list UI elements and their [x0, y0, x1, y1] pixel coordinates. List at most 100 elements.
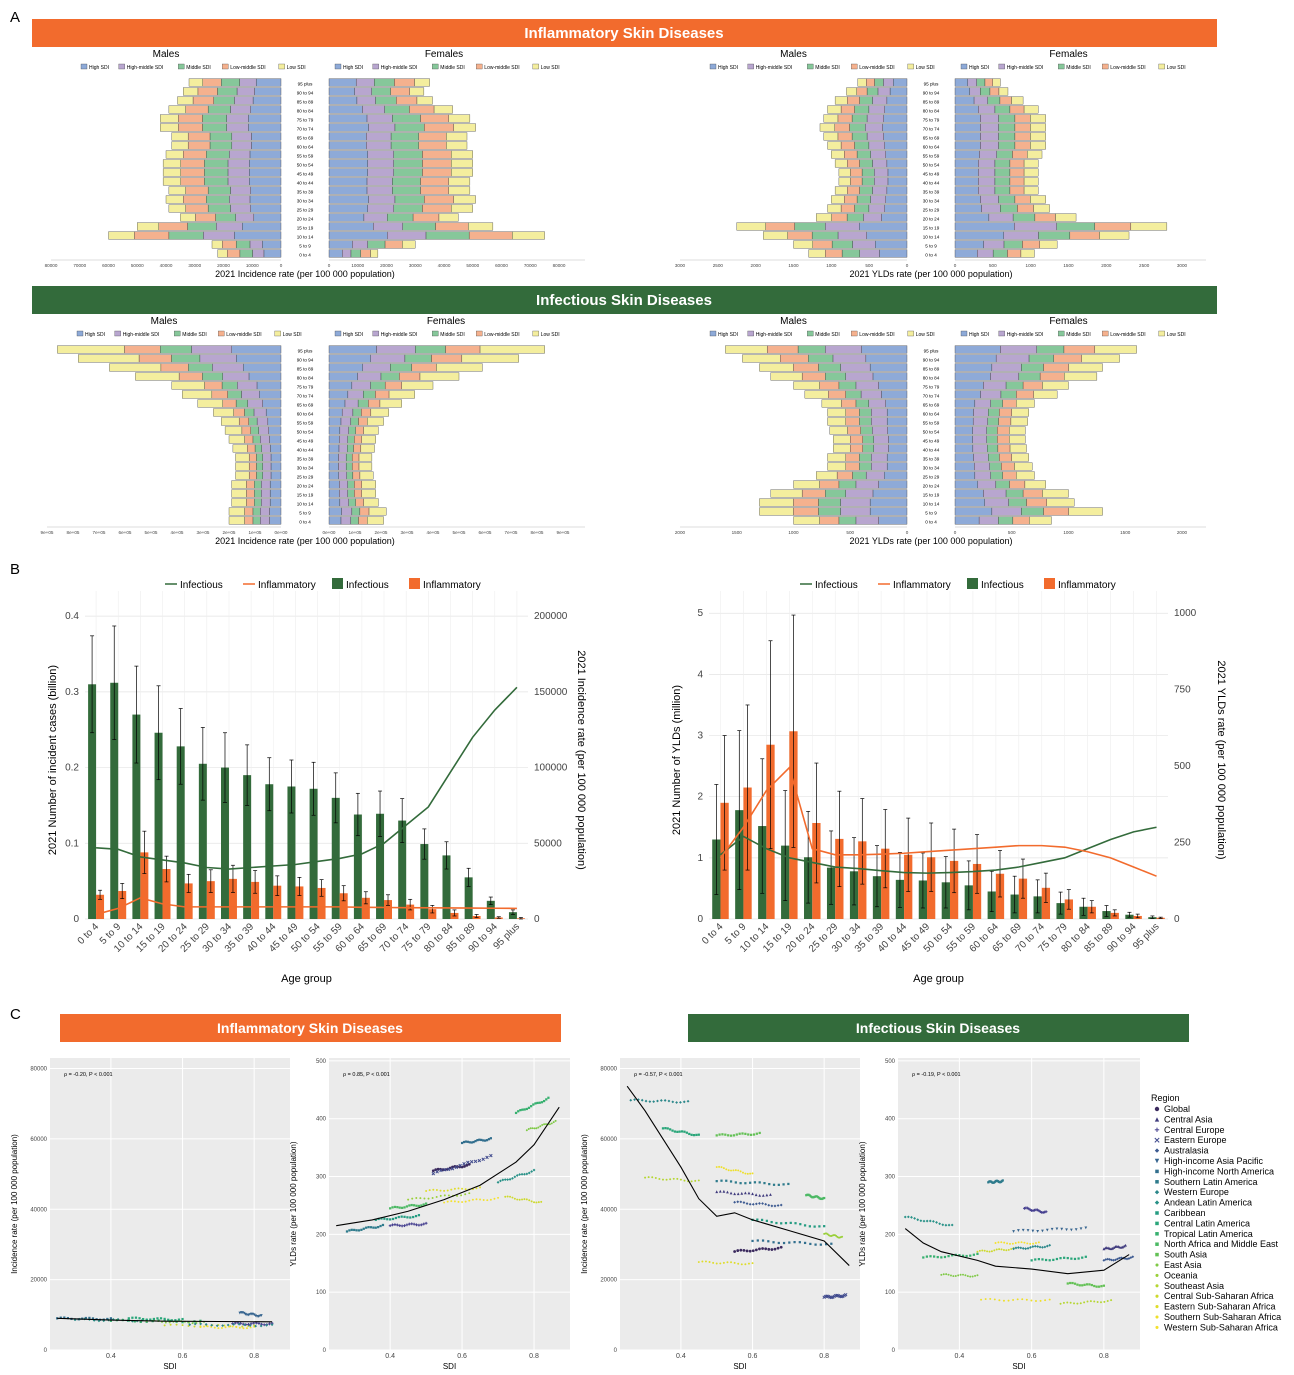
- pyramid-bar-segment: [1039, 240, 1058, 249]
- pyramid-bar-segment: [893, 78, 908, 87]
- pyramid-bar-segment: [1055, 213, 1077, 222]
- region-marker: [903, 1215, 907, 1219]
- region-marker: [959, 1273, 962, 1276]
- pyramid-bar-segment: [202, 372, 223, 381]
- pyramid-bar-segment: [855, 516, 879, 525]
- pyramid-bar-segment: [823, 132, 839, 141]
- pyramid-bar-segment: [881, 390, 908, 399]
- pyramid-bar-segment: [328, 168, 368, 177]
- y-axis-title: 2021 Number of incident cases (billion): [47, 665, 59, 855]
- pyramid-bar-segment: [185, 204, 209, 213]
- pyramid-bar-segment: [363, 498, 379, 507]
- region-marker: [1007, 1248, 1010, 1251]
- y-tick-label: 80000: [30, 1067, 47, 1073]
- pyramid-bar-segment: [328, 345, 377, 354]
- pyramid-bar-segment: [973, 453, 989, 462]
- pyramid-bar-segment: [328, 231, 388, 240]
- pyramid-bar-segment: [168, 231, 204, 240]
- region-marker: [747, 1133, 750, 1136]
- y-axis-title: Incidence rate (per 100 000 population): [580, 1134, 589, 1274]
- pyramid-bar-segment: [1046, 498, 1075, 507]
- pyramid-bar-segment: [980, 390, 1002, 399]
- pyramid-bar-segment: [1005, 381, 1024, 390]
- legend-swatch-infectious: [332, 578, 343, 589]
- pyramid-bar-segment: [819, 381, 840, 390]
- bar-inflammatory: [118, 890, 127, 919]
- region-marker: [1096, 1301, 1099, 1304]
- region-marker: [1069, 1281, 1072, 1285]
- pyramid-bar-segment: [227, 390, 242, 399]
- sdi-legend-label: Middle SDI: [186, 65, 210, 71]
- region-marker: [1110, 1299, 1113, 1302]
- pyramid-age-label: 5 to 9: [299, 510, 311, 515]
- region-marker: [174, 1319, 177, 1322]
- region-marker: [1062, 1301, 1065, 1304]
- pyramid-bar-segment: [996, 150, 1013, 159]
- pyramid-bar-segment: [371, 87, 391, 96]
- pyramid-bar-segment: [852, 240, 876, 249]
- pyramid-bar-segment: [1026, 498, 1047, 507]
- pyramid-bar-segment: [1042, 381, 1069, 390]
- region-marker: [906, 1215, 910, 1219]
- region-marker: [679, 1101, 682, 1104]
- sdi-legend-swatch: [709, 63, 717, 70]
- pyramid-bar-segment: [425, 231, 470, 240]
- region-legend-label: Southeast Asia: [1164, 1281, 1224, 1291]
- pyramid-bar-segment: [978, 105, 996, 114]
- region-marker: [738, 1132, 741, 1135]
- pyramid-bar-segment: [1000, 345, 1037, 354]
- region-marker: [952, 1275, 955, 1278]
- pyramid-bar-segment: [328, 177, 368, 186]
- pyramid-age-label: 5 to 9: [925, 510, 937, 515]
- pyramid-bar-segment: [448, 114, 471, 123]
- pyramid-bar-segment: [328, 381, 353, 390]
- pyramid-bar-segment: [347, 435, 355, 444]
- pyramid-bar-segment: [850, 435, 863, 444]
- region-marker: [651, 1176, 654, 1179]
- region-marker: [793, 1241, 796, 1244]
- region-marker: [511, 1196, 514, 1199]
- region-marker: [1083, 1283, 1086, 1286]
- pyramid-bar-segment: [847, 186, 860, 195]
- pyramid-tick: 1000: [1026, 263, 1037, 268]
- region-marker: [1066, 1301, 1069, 1304]
- pyramid-age-label: 25 to 29: [297, 207, 314, 212]
- pyramid-bar-segment: [821, 399, 842, 408]
- pyramid-bar-segment: [239, 249, 253, 258]
- pyramid-bar-segment: [1022, 489, 1043, 498]
- region-marker: [109, 1319, 113, 1322]
- region-marker: [435, 1189, 438, 1192]
- pyramid-tick: 1500: [1063, 263, 1074, 268]
- pyramid-bar-segment: [838, 516, 857, 525]
- sdi-legend-swatch: [278, 63, 285, 70]
- region-marker: [712, 1261, 715, 1264]
- pyramid-bar-segment: [230, 186, 251, 195]
- pyramid-bar-segment: [246, 480, 255, 489]
- pyramid-females-title: Females: [1049, 316, 1087, 327]
- region-marker: [1076, 1302, 1079, 1305]
- pyramid-bar-segment: [269, 435, 282, 444]
- y2-tick-label: 500: [1174, 761, 1191, 772]
- region-marker: [163, 1317, 166, 1321]
- pyramid-bar-segment: [351, 507, 361, 516]
- region-marker: [547, 1096, 550, 1099]
- pyramid-tick: 0: [954, 263, 957, 268]
- region-marker: [972, 1253, 975, 1256]
- region-marker: [758, 1131, 761, 1135]
- region-marker: [523, 1108, 526, 1111]
- pyramid-bar-segment: [1001, 462, 1015, 471]
- region-marker: [1081, 1284, 1084, 1287]
- pyramid-bar-segment: [236, 87, 255, 96]
- pyramid-bar-segment: [1033, 390, 1058, 399]
- pyramid-age-label: 85 to 89: [923, 366, 940, 371]
- region-marker: [722, 1167, 725, 1170]
- region-marker: [656, 1099, 659, 1103]
- region-marker: [228, 1325, 231, 1328]
- region-marker: [779, 1245, 783, 1249]
- region-legend-label: East Asia: [1164, 1260, 1202, 1270]
- pyramid-bar-segment: [837, 132, 853, 141]
- pyramid-bar-segment: [1011, 453, 1029, 462]
- region-marker: [767, 1247, 771, 1251]
- pyramid-bar-segment: [203, 231, 235, 240]
- plot-background: [620, 1058, 860, 1350]
